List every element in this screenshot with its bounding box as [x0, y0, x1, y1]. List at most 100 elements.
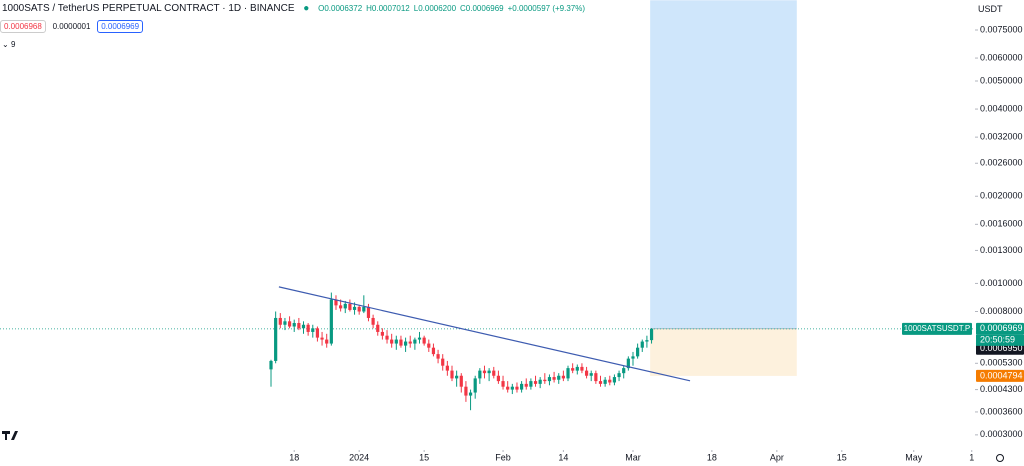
candle-body — [636, 347, 640, 357]
x-tick-label: 14 — [558, 452, 568, 462]
settings-icon — [996, 454, 1004, 462]
ohlc-value: +0.0000597 (+9.37%) — [507, 4, 586, 13]
candle-body — [297, 323, 301, 329]
candle-body — [301, 324, 306, 329]
currency[interactable]: USDT — [978, 4, 1003, 14]
candle-body — [603, 379, 607, 384]
candle-body — [487, 370, 491, 374]
dot: ● — [303, 3, 310, 14]
price-pill-label: 0.0006969 — [980, 323, 1023, 333]
candle-body — [352, 306, 357, 310]
candle-body — [283, 321, 287, 325]
candle-body — [390, 339, 394, 344]
y-tick-label: 0.0026000 — [980, 158, 1023, 168]
candle-body — [306, 324, 310, 332]
candle-body — [311, 328, 315, 332]
candle-body — [357, 306, 361, 312]
candle-body — [501, 381, 505, 387]
candle-body — [459, 375, 463, 387]
candle-body — [455, 375, 459, 379]
candle-body — [417, 337, 422, 340]
x-tick-label: Mar — [625, 452, 641, 462]
candle-body — [403, 341, 408, 346]
indicators[interactable]: ⌄ 9 — [2, 40, 16, 49]
candle-body — [371, 317, 375, 325]
bid[interactable]: 0.0006968 — [0, 20, 46, 33]
price-pill — [976, 369, 1024, 382]
candle-body — [343, 303, 347, 309]
candle-body — [649, 328, 654, 341]
candle-body — [529, 381, 533, 387]
y-tick-label: 0.0032000 — [980, 132, 1023, 142]
candle-body — [413, 339, 417, 344]
candle-body — [612, 377, 617, 383]
y-tick-label: 0.0003600 — [980, 406, 1023, 416]
candle-body — [543, 379, 547, 382]
candle-body — [278, 317, 282, 325]
y-tick-label: 0.0040000 — [980, 103, 1023, 113]
candle-body — [506, 386, 510, 390]
candle-body — [538, 379, 542, 384]
candle-body — [533, 381, 538, 384]
y-tick-label: 0.0020000 — [980, 191, 1023, 201]
bid-ask: 0.0006968 0.0000001 0.0006969 — [0, 20, 147, 33]
candle-body — [589, 373, 593, 376]
candle-body — [608, 379, 612, 383]
candle-body — [571, 368, 575, 371]
y-tick-label: 0.0075000 — [980, 24, 1023, 34]
y-tick-label: 0.0008000 — [980, 306, 1023, 316]
header-line: 1000SATS / TetherUS PERPETUAL CONTRACT ·… — [2, 3, 589, 14]
candle-body — [520, 383, 524, 390]
candle-body — [492, 370, 496, 376]
candle-body — [547, 377, 552, 382]
candle-body — [524, 383, 528, 387]
candle-body — [510, 386, 514, 390]
x-tick-label: 18 — [289, 452, 299, 462]
x-tick-label: Feb — [495, 452, 511, 462]
ask[interactable]: 0.0006969 — [97, 20, 144, 33]
trendline — [278, 286, 691, 382]
candle-body — [557, 375, 561, 380]
candle-body — [320, 337, 324, 340]
ohlc: O0.0006372 H0.0007012 L0.0006200 C0.0006969… — [318, 4, 589, 13]
position-stop-zone — [650, 328, 797, 376]
candle-body — [325, 339, 329, 344]
x-tick-label: Apr — [770, 452, 784, 462]
candle-body — [329, 299, 333, 344]
candle-body — [441, 358, 445, 366]
ohlc-value: O0.0006372 — [318, 4, 363, 13]
candle-body — [348, 303, 352, 310]
ohlc-value: L0.0006200 — [413, 4, 457, 13]
position-target-zone — [650, 0, 797, 329]
price-axis-bg — [975, 0, 1024, 466]
y-tick-label: 0.0003000 — [980, 429, 1023, 439]
candle-body — [445, 365, 449, 371]
candle-body — [496, 375, 501, 382]
candle-body — [287, 321, 292, 327]
candle-body — [464, 386, 468, 396]
spread: 0.0000001 — [52, 22, 91, 31]
candle-body — [645, 340, 649, 342]
candle-body — [408, 341, 412, 344]
candle-body — [631, 356, 635, 359]
y-tick-label: 0.0005300 — [980, 358, 1023, 368]
candle-body — [269, 360, 273, 370]
candle-body — [334, 299, 338, 306]
candle-body — [339, 305, 343, 309]
indicator-count: 9 — [10, 40, 16, 49]
ohlc-value: H0.0007012 — [366, 4, 410, 13]
candle-body — [561, 375, 565, 379]
logo — [2, 431, 18, 440]
candle-body — [482, 370, 487, 374]
candle-body — [274, 317, 278, 361]
x-tick-label: 2024 — [349, 452, 369, 462]
chart-title: 1000SATS / TetherUS PERPETUAL CONTRACT ·… — [2, 3, 295, 14]
price-pill — [976, 322, 1024, 335]
countdown: 20:50:59 — [980, 335, 1015, 345]
x-tick-label: May — [905, 452, 923, 462]
candle-body — [394, 339, 398, 344]
y-tick-label: 0.0050000 — [980, 75, 1023, 85]
candle-body — [422, 337, 426, 344]
